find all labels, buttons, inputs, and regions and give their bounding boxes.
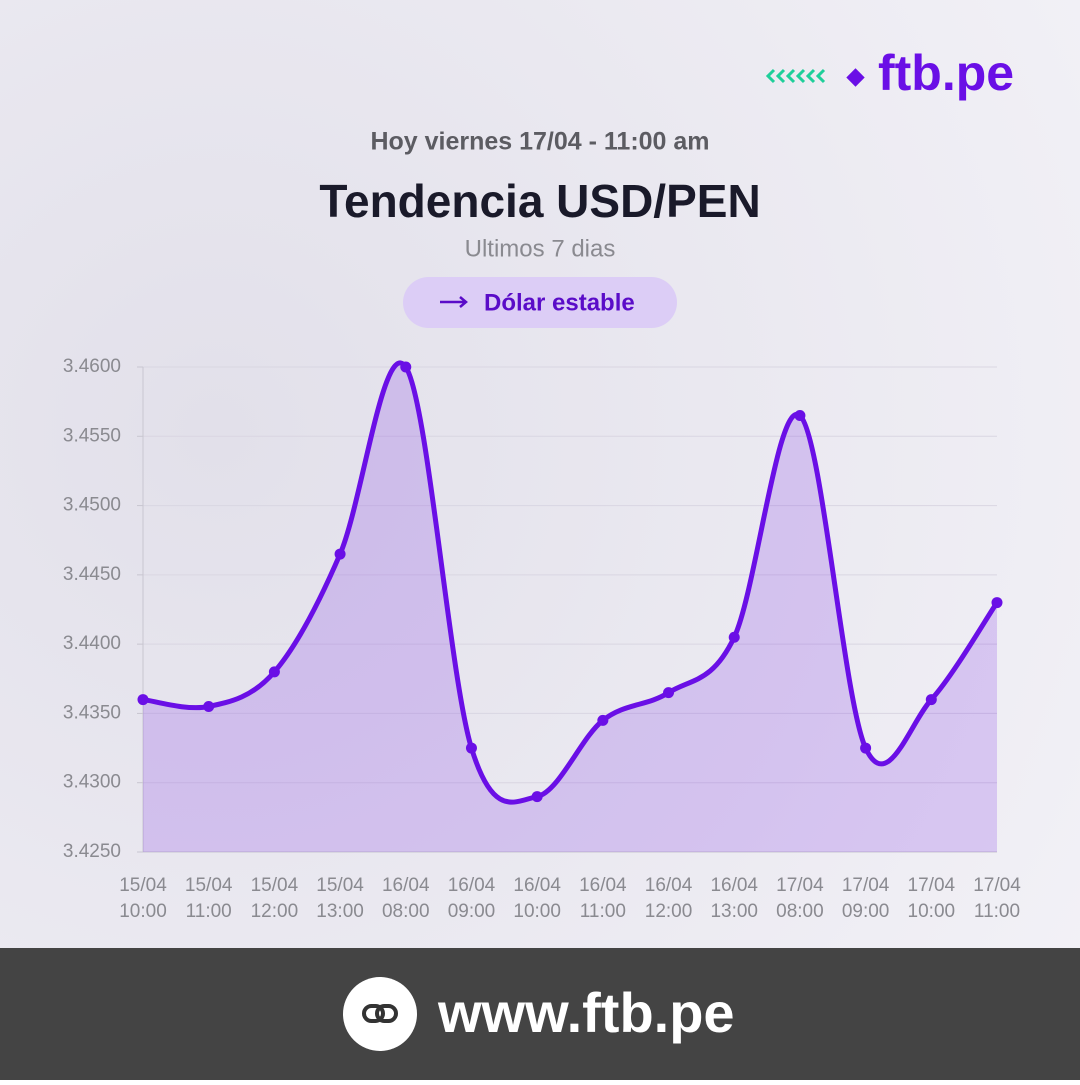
point	[334, 548, 346, 560]
point	[860, 742, 872, 754]
date-line: Hoy viernes 17/04 - 11:00 am	[370, 128, 709, 156]
x-tick-label: 16/04 11:00	[579, 875, 627, 922]
x-tick-label: 16/04 10:00	[513, 875, 561, 922]
y-tick-label: 3.4550	[63, 425, 121, 446]
logo-diamond	[846, 68, 865, 87]
chart-title: Tendencia USD/PEN	[319, 175, 760, 227]
point	[991, 597, 1003, 609]
x-tick-label-line: 17/04	[776, 875, 824, 896]
y-tick-label: 3.4300	[63, 772, 121, 793]
x-tick-label-line: 16/04	[448, 875, 496, 896]
y-tick-label: 3.4600	[63, 356, 121, 377]
area	[143, 362, 997, 852]
x-tick-label-line: 08:00	[382, 901, 430, 922]
x-tick-label-line: 16/04	[710, 875, 758, 896]
point	[728, 631, 740, 643]
point	[663, 687, 675, 699]
chart-subtitle: Ultimos 7 dias	[465, 235, 616, 262]
point	[203, 701, 215, 712]
x-tick-label-line: 17/04	[973, 875, 1021, 896]
x-tick-label-line: 12:00	[251, 901, 299, 922]
logo-chevrons	[765, 68, 826, 84]
point	[137, 694, 149, 706]
badge-arrow	[440, 296, 468, 308]
x-tick-label-line: 11:00	[974, 901, 1020, 922]
point	[531, 791, 543, 803]
plot: 3.4250 3.4300 3.4350 3.4400 3.4450 3.4500 3.45…	[63, 356, 1021, 922]
x-tick-label: 15/04 11:00	[185, 875, 233, 922]
point	[268, 666, 280, 678]
x-tick-label-line: 11:00	[580, 901, 626, 922]
x-tick-label-line: 16/04	[513, 875, 561, 896]
footer	[0, 948, 1080, 1080]
y-tick-label: 3.4250	[63, 841, 121, 862]
x-tick-label-line: 09:00	[842, 901, 890, 922]
badge-text: Dólar estable	[484, 289, 635, 316]
x-tick-label-line: 15/04	[316, 875, 364, 896]
x-tick-label-line: 12:00	[645, 901, 693, 922]
x-tick-label: 16/04 12:00	[645, 875, 693, 922]
point	[465, 742, 477, 754]
x-tick-label-line: 17/04	[908, 875, 956, 896]
x-tick-label: 17/04 11:00	[973, 875, 1021, 922]
x-tick-label-line: 16/04	[645, 875, 693, 896]
y-tick-label: 3.4350	[63, 702, 121, 723]
x-tick-label: 17/04 08:00	[776, 875, 824, 922]
x-tick-label-line: 15/04	[185, 875, 233, 896]
x-tick-label-line: 13:00	[316, 901, 364, 922]
x-tick-label-line: 17/04	[842, 875, 890, 896]
point	[794, 410, 806, 421]
x-tick-label-line: 15/04	[119, 875, 167, 896]
link-icon-bg	[343, 977, 417, 1051]
x-tick-label: 17/04 09:00	[842, 875, 890, 922]
x-tick-label-line: 16/04	[579, 875, 627, 896]
x-tick-label-line: 11:00	[186, 901, 232, 922]
x-tick-label-line: 10:00	[119, 901, 167, 922]
y-tick-label: 3.4500	[63, 495, 121, 516]
y-tick-label: 3.4450	[63, 564, 121, 585]
x-tick-label-line: 10:00	[513, 901, 561, 922]
link-icon	[362, 1004, 398, 1023]
x-tick-label-line: 08:00	[776, 901, 824, 922]
x-tick-label: 16/04 08:00	[382, 875, 430, 922]
x-tick-label: 17/04 10:00	[908, 875, 956, 922]
x-tick-label-line: 10:00	[908, 901, 956, 922]
x-tick-label-line: 13:00	[710, 901, 758, 922]
badge	[403, 277, 677, 328]
footer-url: www.ftb.pe	[437, 981, 735, 1044]
x-tick-label: 15/04 13:00	[316, 875, 364, 922]
y-tick-label: 3.4400	[63, 633, 121, 654]
x-tick-label: 15/04 10:00	[119, 875, 167, 922]
x-tick-label: 15/04 12:00	[251, 875, 299, 922]
point	[597, 714, 609, 726]
x-tick-label-line: 16/04	[382, 875, 430, 896]
line	[142, 360, 1000, 805]
x-tick-label-line: 09:00	[448, 901, 496, 922]
x-tick-label: 16/04 09:00	[448, 875, 496, 922]
x-tick-label-line: 15/04	[251, 875, 299, 896]
point	[400, 361, 412, 373]
point	[925, 694, 937, 706]
x-tick-label: 16/04 13:00	[710, 875, 758, 922]
brand: ftb.pe	[878, 45, 1014, 101]
